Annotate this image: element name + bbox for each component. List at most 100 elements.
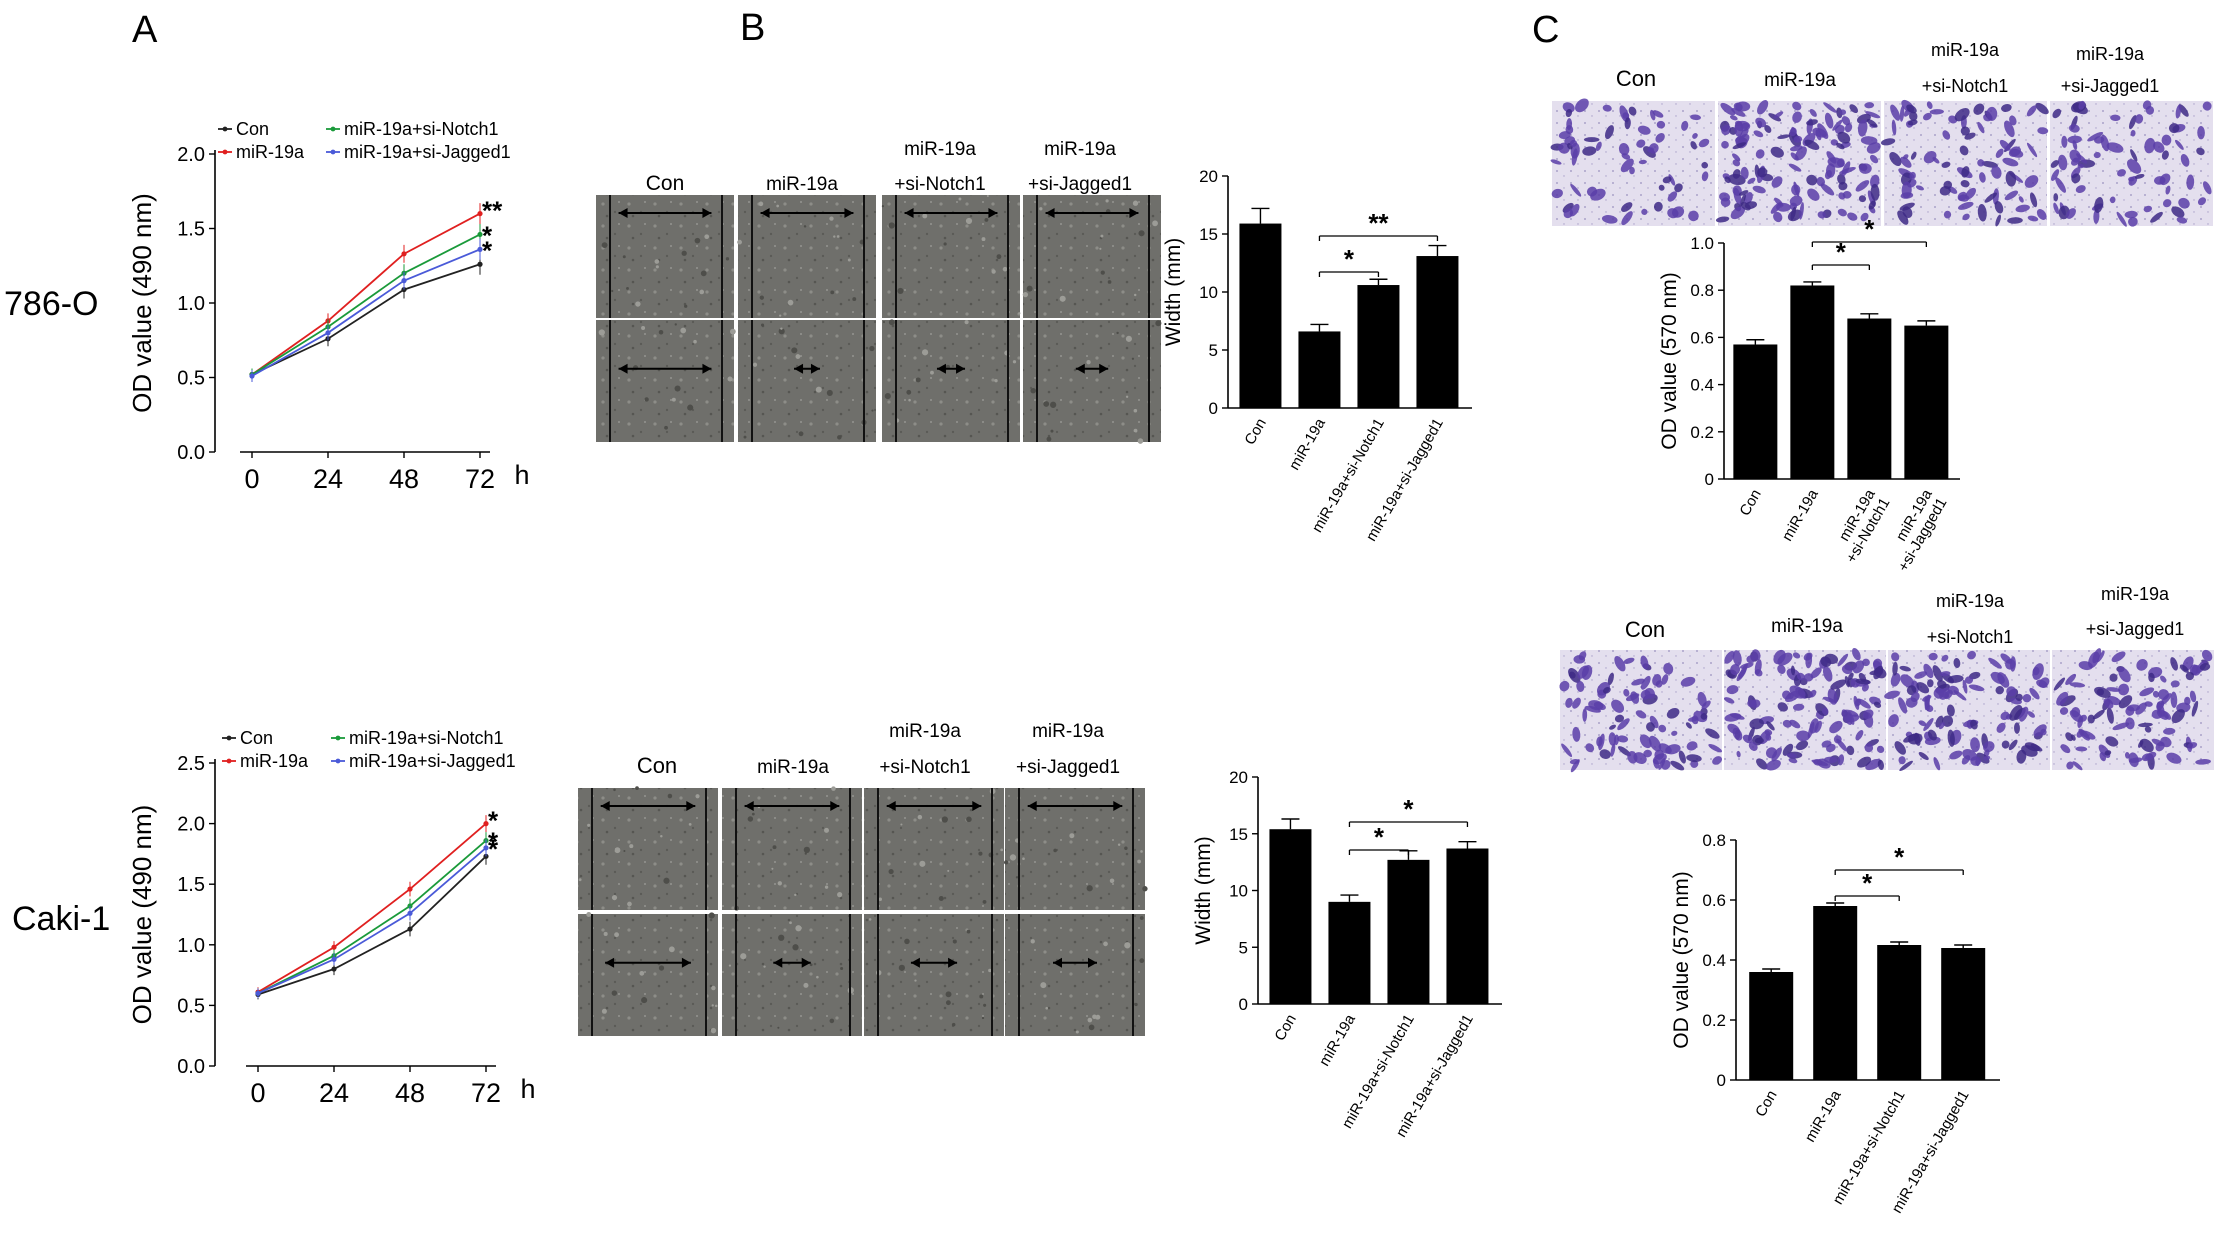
stained-cell [1918,720,1927,727]
row-label-caki1: Caki-1 [12,900,110,938]
stained-cell [1700,713,1708,720]
stained-cell [1789,685,1806,699]
cell [740,953,747,960]
cell [986,194,989,198]
stained-cell [2026,105,2037,117]
micrograph [1005,788,1145,910]
stained-cell [1855,180,1870,192]
data-point [407,926,413,932]
panel-label-c: C [1532,9,1559,51]
y-axis-label: OD value (570 nm) [1658,272,1681,449]
cell [815,386,822,393]
stained-cell [1807,188,1820,201]
cell [1022,857,1025,861]
cell [655,265,659,269]
cell [988,968,992,973]
stained-cell [1999,139,2011,151]
stained-cell [2065,732,2074,742]
y-tick-label: 20 [1229,768,1248,787]
panel-label-b: B [740,7,765,49]
data-point [483,845,489,851]
significance-mark: * [1403,794,1414,824]
stained-cell [1640,675,1651,690]
cell [981,1016,985,1020]
stained-cell [1655,680,1663,688]
stained-cell [1619,105,1630,123]
stained-cell [1962,679,1968,694]
stained-cell [2176,216,2188,224]
stained-cell [1922,112,1932,121]
cell [680,327,687,334]
legend-label: miR-19a+si-Jagged1 [344,142,511,162]
category-label: miR-19a+si-Notch1 [1830,1088,1909,1208]
micrograph [578,788,718,910]
cell [627,901,632,907]
stained-cell [1803,652,1813,661]
y-tick-label: 1.5 [177,874,205,896]
stained-cell [1898,756,1906,765]
cell [1092,1014,1097,1020]
stained-cell [2071,157,2080,166]
stained-cell [1947,729,1955,747]
bar [1446,848,1489,1004]
stained-cell [2037,127,2049,135]
cell [804,852,807,855]
stained-cell [1774,197,1784,207]
cell [1133,408,1138,413]
x-tick-label: 48 [389,464,419,494]
cell [614,932,620,938]
scratch-label-mir: miR-19a [766,174,838,195]
stained-cell [2152,690,2160,698]
stained-cell [1623,657,1635,664]
transwell-images-caki1: Con miR-19a miR-19a +si-Notch1 miR-19a +… [1559,584,2214,773]
cell [778,328,785,335]
stained-cell [1617,735,1629,743]
stained-cell [1720,197,1731,207]
stained-cell [2075,185,2086,193]
stained-cell [1736,667,1747,682]
stained-cell [1653,201,1663,212]
stained-cell [2106,707,2114,724]
stained-cell [1899,760,1913,772]
cell [906,389,912,395]
stained-cell [1977,159,1985,167]
micrograph [596,195,734,318]
stained-cell [2139,687,2155,697]
cell [777,1026,780,1029]
stained-cell [2104,750,2112,756]
stained-cell [1923,718,1934,732]
data-point [331,944,337,950]
stained-cell [1837,208,1847,217]
stained-cell [2105,736,2119,747]
stained-cell [1701,700,1711,710]
stained-cell [1961,166,1970,178]
stained-cell [2154,176,2166,185]
stained-cell [1979,172,1986,183]
cell [728,964,732,967]
arrow-head [1075,363,1109,374]
cell [743,435,747,439]
stained-cell [1790,145,1803,152]
stained-cell [1611,699,1625,713]
legend-marker [330,149,336,155]
cell [727,376,733,382]
significance-mark: ** [1368,208,1389,238]
stained-cell [2000,711,2010,721]
stained-cell [2186,174,2195,190]
cell [996,254,1002,260]
stained-cell [1943,180,1953,190]
stained-cell [1836,142,1845,150]
series-line [251,248,481,377]
cell [795,925,802,932]
micrograph [1023,195,1161,318]
stained-cell [1888,714,1899,728]
cell [664,425,668,430]
stained-cell [2077,163,2084,169]
stained-cell [1749,718,1764,730]
stained-cell [2096,688,2105,696]
stained-cell [1804,139,1820,150]
cell [809,963,813,967]
cell [979,994,984,999]
